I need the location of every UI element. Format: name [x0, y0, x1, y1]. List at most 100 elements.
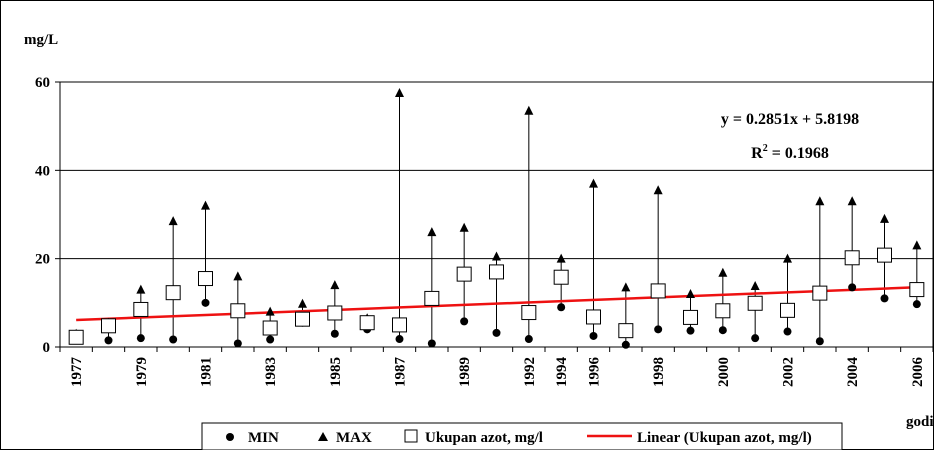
ukupan-azot-point: [327, 305, 343, 321]
ukupan-azot-point: [715, 303, 731, 319]
legend-ukupan-azot-label: Ukupan azot, mg/l: [425, 430, 543, 446]
x-tick-label: 2000: [716, 357, 732, 387]
ukupan-azot-point: [359, 315, 375, 331]
ukupan-azot-point: [650, 283, 666, 299]
min-point: [751, 334, 760, 343]
min-point: [557, 303, 566, 312]
x-tick-label: 2006: [910, 357, 926, 388]
ukupan-azot-point: [521, 305, 537, 321]
max-point: [298, 298, 307, 308]
max-point: [136, 284, 146, 294]
ukupan-azot-point: [392, 317, 407, 333]
ukupan-azot-point: [165, 285, 181, 301]
y-axis-label: mg/L: [24, 32, 58, 48]
max-point: [815, 196, 825, 206]
max-point: [201, 200, 210, 210]
max-point: [330, 280, 340, 290]
min-point: [654, 325, 663, 334]
legend-min-label: MIN: [248, 430, 279, 446]
ukupan-azot-point: [101, 318, 116, 334]
min-point: [621, 340, 630, 349]
min-point: [201, 298, 210, 307]
ukupan-azot-point: [489, 264, 504, 280]
x-tick-label: 2002: [781, 357, 797, 387]
min-point: [104, 336, 113, 345]
y-tick-label: 60: [35, 75, 50, 91]
x-tick-label: 1996: [587, 357, 603, 388]
min-point: [395, 335, 404, 344]
min-point: [330, 329, 339, 338]
x-tick-label: 1981: [199, 357, 215, 387]
x-tick-label: 1979: [134, 357, 150, 387]
ukupan-azot-point: [230, 303, 246, 319]
legend-box: [201, 422, 843, 450]
x-tick-label: 1989: [457, 357, 473, 387]
max-point: [621, 282, 631, 292]
y-tick-label: 40: [35, 163, 50, 179]
legend-ukupan-azot-marker: [404, 429, 418, 443]
ukupan-azot-series: [68, 247, 925, 345]
ukupan-azot-point: [553, 269, 569, 285]
max-point: [783, 253, 792, 263]
x-tick-label: 1998: [651, 357, 667, 387]
ukupan-azot-point: [877, 247, 892, 263]
legend-min-marker: [226, 433, 234, 441]
min-point: [912, 300, 921, 309]
max-point: [265, 306, 275, 316]
min-point: [233, 339, 242, 348]
trendline: [76, 286, 917, 322]
max-point: [233, 271, 243, 281]
r2-value: = 0.1968: [768, 145, 829, 162]
x-tick-label: 1994: [554, 357, 570, 388]
min-point: [783, 327, 792, 336]
ukupan-azot-point: [844, 250, 860, 266]
ukupan-azot-point: [586, 309, 601, 325]
max-point: [653, 185, 663, 195]
ukupan-azot-point: [295, 311, 310, 327]
min-point: [266, 335, 275, 344]
y-tick-label: 20: [35, 252, 50, 268]
max-point: [750, 281, 760, 291]
ukupan-azot-point: [747, 295, 763, 311]
ukupan-azot-point: [812, 285, 828, 301]
legend: MIN MAX Ukupan azot, mg/l Linear (Ukupan…: [201, 422, 843, 450]
max-point: [459, 222, 469, 232]
x-axis-label: godina: [906, 414, 934, 430]
min-point: [169, 335, 178, 344]
max-point: [492, 251, 501, 261]
min-point: [524, 335, 533, 344]
max-point: [912, 240, 922, 250]
max-point: [847, 196, 857, 206]
min-point: [718, 326, 727, 335]
max-point: [524, 105, 534, 115]
max-point: [880, 213, 889, 223]
ukupan-azot-point: [424, 290, 440, 306]
min-point: [589, 331, 598, 340]
ukupan-azot-point: [68, 329, 84, 345]
max-point: [395, 88, 404, 98]
y-axis-ticks: 0 20 40 60: [35, 75, 60, 356]
x-tick-label: 1977: [69, 357, 85, 388]
max-point: [589, 178, 598, 188]
trendline-equation: y = 0.2851x + 5.8198: [721, 111, 859, 128]
min-point: [427, 339, 436, 348]
legend-max-marker: [318, 432, 328, 441]
max-point: [556, 253, 566, 263]
x-axis-ticks: 1977 1979 1981 1983 1985 1987 1989 1992 1994 1996…: [59, 347, 934, 388]
ukupan-azot-point: [909, 282, 925, 298]
ukupan-azot-point: [133, 301, 149, 317]
min-point: [815, 337, 824, 346]
ukupan-azot-point: [618, 323, 634, 339]
max-point: [718, 267, 728, 277]
x-tick-label: 2004: [845, 357, 861, 388]
min-point: [136, 334, 145, 343]
max-point: [427, 227, 437, 237]
x-tick-label: 1985: [328, 357, 344, 387]
ukupan-azot-point: [262, 320, 278, 336]
max-point: [168, 216, 178, 226]
plot-area: [59, 81, 934, 348]
x-tick-label: 1987: [393, 357, 409, 388]
y-tick-label: 0: [43, 340, 51, 356]
x-tick-label: 1992: [522, 357, 538, 387]
